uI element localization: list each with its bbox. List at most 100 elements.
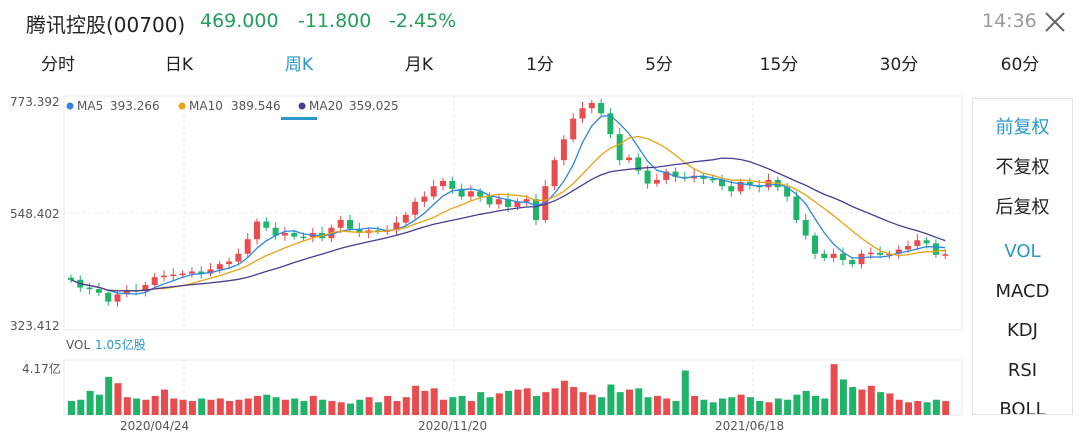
side-item-boll[interactable]: BOLL — [999, 399, 1046, 415]
candle-body — [291, 232, 298, 237]
side-item-unadjusted[interactable]: 不复权 — [995, 157, 1050, 178]
side-item-macd[interactable]: MACD — [995, 281, 1050, 302]
header-bar: 腾讯控股(00700) 469.000 -11.800 -2.45% 14:36 — [0, 0, 1080, 44]
volume-bar — [291, 398, 299, 415]
date-label-2: 2020/11/20 — [418, 419, 487, 433]
volume-bar — [877, 392, 885, 415]
candle-body — [579, 108, 586, 119]
candle-body — [514, 201, 521, 207]
volume-bar — [607, 384, 615, 415]
candle-body — [170, 274, 177, 277]
price-axis-mid: 548.402 — [10, 207, 60, 221]
vol-axis-max: 4.17亿 — [22, 361, 61, 376]
vol-label: VOL — [66, 338, 90, 352]
side-item-vol[interactable]: VOL — [1004, 241, 1041, 262]
vol-value: 1.05亿股 — [95, 337, 146, 352]
volume-bar — [105, 376, 113, 415]
volume-bar — [765, 402, 773, 415]
candle-body — [812, 235, 818, 254]
tab-weekly-k[interactable]: 周K — [284, 55, 314, 75]
volume-bar — [458, 395, 466, 415]
candle-body — [867, 252, 874, 255]
volume-bar — [560, 380, 568, 415]
volume-bar — [653, 395, 661, 415]
candle-body — [700, 175, 707, 179]
ma5-dot — [66, 102, 74, 110]
volume-bar — [867, 385, 875, 415]
tab-monthly-k[interactable]: 月K — [404, 55, 434, 75]
volume-bar — [551, 388, 559, 415]
volume-bar — [895, 399, 903, 415]
candle-body — [114, 294, 121, 302]
candle-body — [207, 269, 214, 274]
candle-body — [830, 253, 837, 258]
candle-body — [802, 219, 809, 236]
tab-15min[interactable]: 15分 — [759, 55, 799, 75]
candle-body — [486, 196, 493, 205]
volume-bar — [133, 398, 141, 415]
price-change-percent: -2.45% — [389, 10, 457, 32]
volume-bar — [319, 399, 327, 415]
candle-body — [765, 179, 772, 188]
side-item-rsi[interactable]: RSI — [1007, 360, 1038, 381]
candle-body — [123, 290, 130, 295]
volume-bar — [467, 401, 475, 415]
side-item-forward-adjusted[interactable]: 前复权 — [995, 117, 1050, 138]
current-time: 14:36 — [982, 10, 1037, 32]
candle-body — [905, 245, 911, 250]
tab-daily-k[interactable]: 日K — [164, 55, 194, 75]
volume-bar — [440, 399, 447, 415]
ma5-value: 393.266 — [110, 99, 160, 113]
candle-body — [337, 219, 344, 228]
volume-bar — [709, 402, 717, 415]
volume-bar — [886, 393, 894, 415]
candle-body — [923, 240, 930, 244]
volume-bar — [523, 388, 531, 415]
volume-bar — [942, 401, 950, 415]
volume-bar — [542, 392, 550, 415]
kline-chart[interactable]: 773.392 548.402 323.412 MA5 393.266 MA10… — [0, 84, 970, 437]
candle-body — [635, 157, 642, 171]
close-icon[interactable] — [1043, 10, 1067, 34]
tab-30min[interactable]: 30分 — [879, 55, 919, 75]
tab-5min[interactable]: 5分 — [645, 55, 673, 75]
volume-bar — [830, 364, 838, 415]
volume-bar — [812, 395, 819, 415]
volume-bar — [235, 399, 243, 415]
candle-body — [95, 289, 102, 293]
volume-bar — [858, 389, 866, 415]
price-change: -11.800 — [298, 10, 372, 32]
volume-bar — [914, 401, 922, 415]
candle-body — [263, 221, 270, 228]
candle-body — [356, 228, 363, 233]
side-item-kdj[interactable]: KDJ — [1007, 320, 1038, 341]
volume-bar — [626, 389, 633, 415]
volume-bar — [486, 397, 494, 415]
tab-60min[interactable]: 60分 — [1000, 55, 1040, 75]
candle-body — [235, 253, 242, 262]
candle-body — [607, 113, 614, 135]
candle-body — [737, 182, 744, 192]
volume-bar — [309, 395, 317, 415]
volume-bar — [774, 398, 782, 415]
volume-bar — [849, 387, 857, 415]
side-item-backward-adjusted[interactable]: 后复权 — [995, 197, 1050, 218]
candle-body — [672, 171, 679, 177]
volume-bar — [300, 401, 308, 415]
volume-bar — [570, 387, 578, 415]
ma-legend: MA5 393.266 MA10 389.546 MA20 359.025 — [66, 99, 399, 113]
candle-body — [784, 187, 791, 197]
tab-1min[interactable]: 1分 — [526, 55, 554, 75]
candle-body — [151, 277, 158, 285]
candle-body — [821, 253, 828, 258]
volume-bar — [151, 395, 159, 415]
volume-bar — [737, 394, 745, 415]
volume-bar — [923, 402, 931, 415]
volume-bar — [616, 392, 624, 415]
tab-minute[interactable]: 分时 — [41, 55, 75, 75]
candle-body — [244, 239, 251, 254]
volume-bar — [477, 392, 485, 415]
ma10-dot — [178, 102, 186, 110]
volume-bar — [179, 399, 187, 415]
volume-series — [68, 364, 950, 415]
